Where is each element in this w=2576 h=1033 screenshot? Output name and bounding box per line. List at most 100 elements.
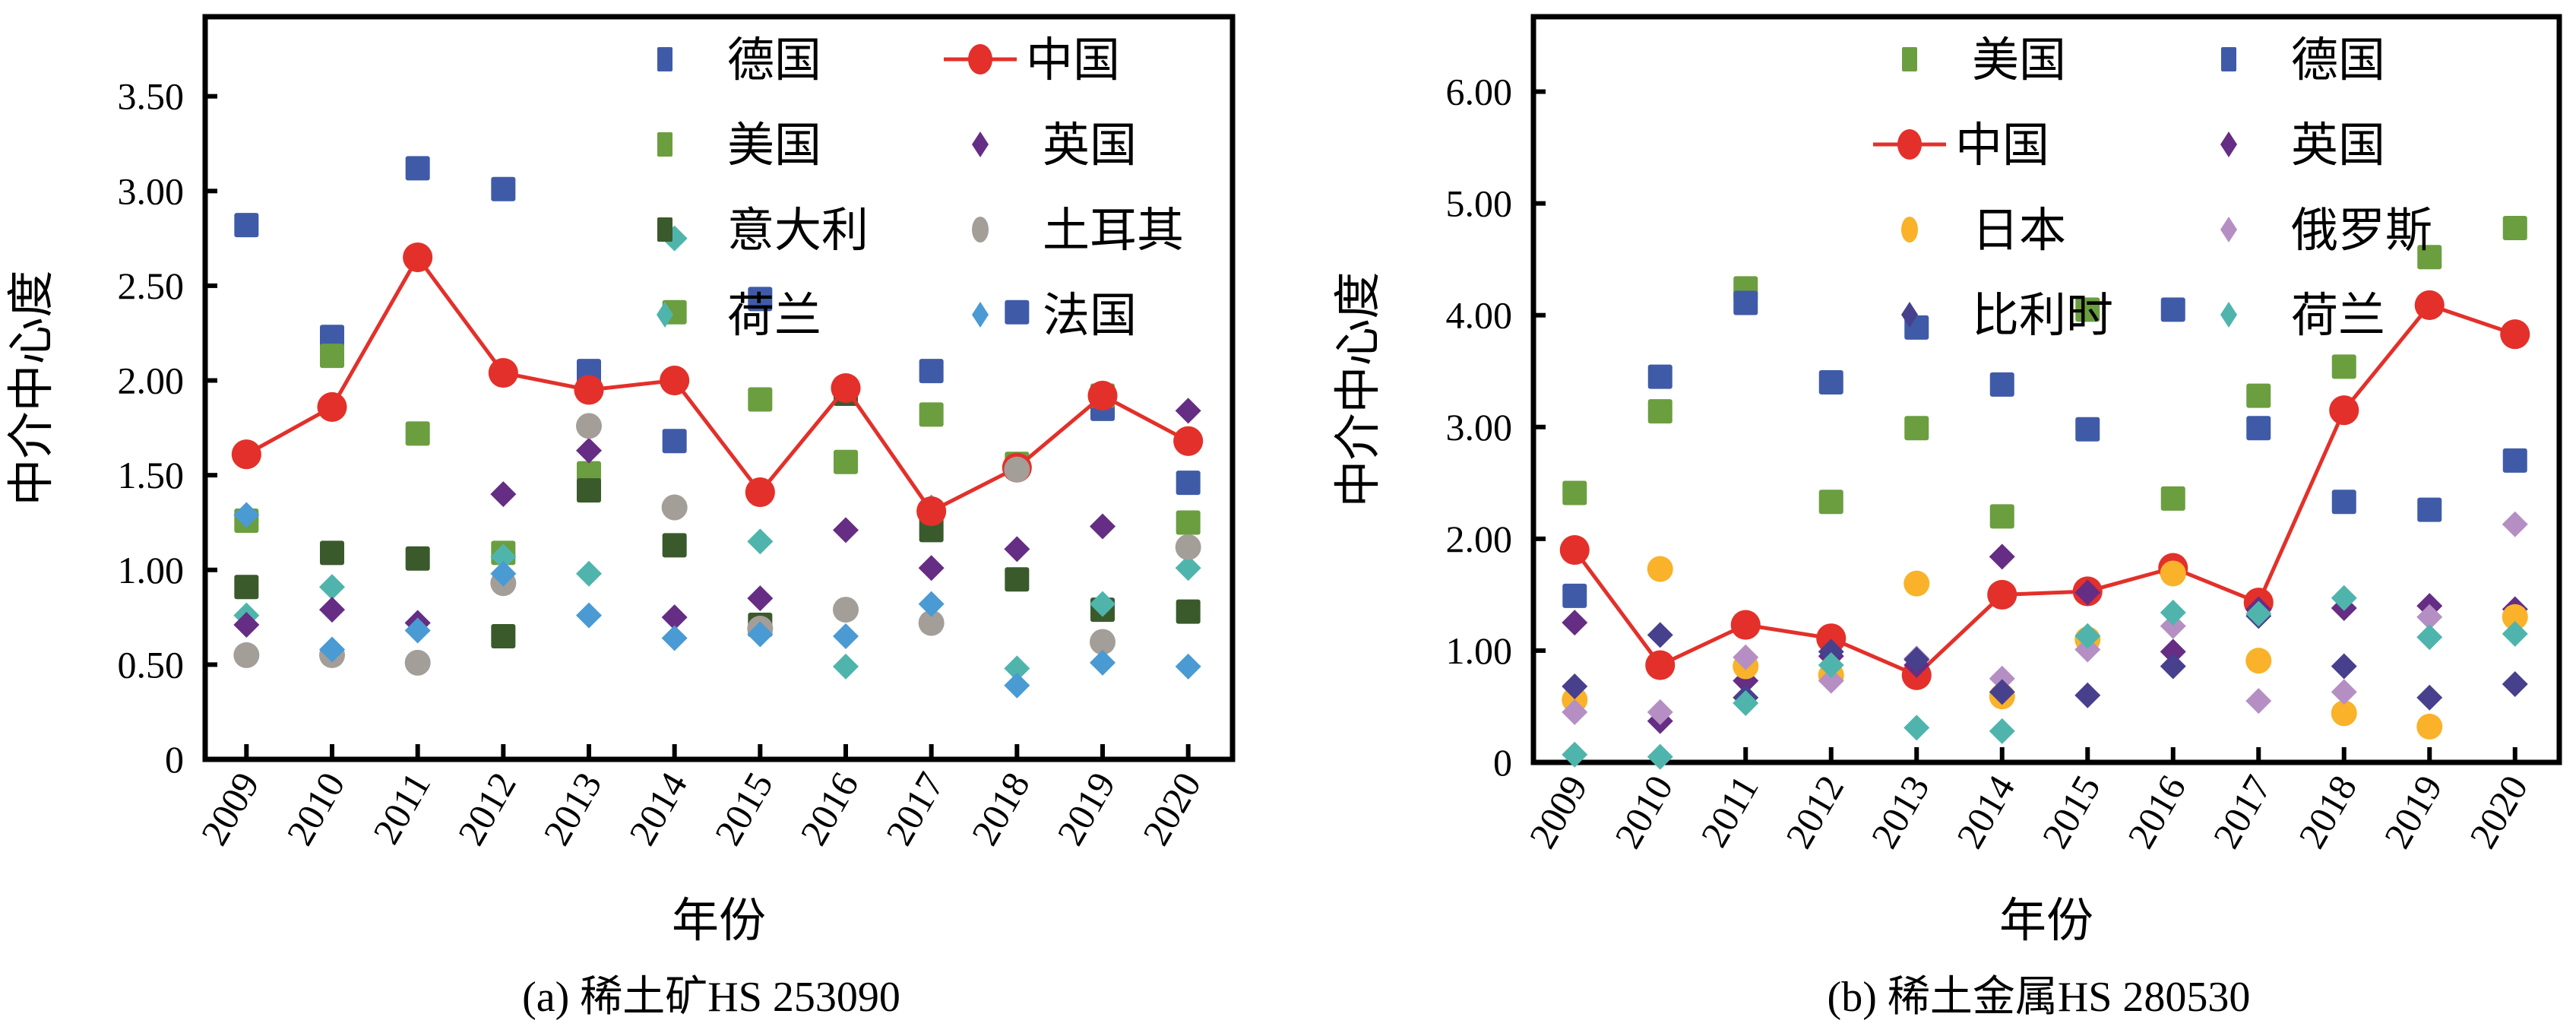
legend-item: 德国 <box>2221 32 2385 87</box>
data-point <box>1733 644 1759 670</box>
data-point <box>1818 490 1843 515</box>
legend-marker <box>1897 129 1922 160</box>
data-point <box>1904 715 1930 741</box>
legend-label: 美国 <box>727 117 821 173</box>
data-point <box>2160 653 2186 680</box>
data-point <box>1175 398 1201 424</box>
data-point <box>2331 679 2357 705</box>
legend-marker <box>1901 217 1918 242</box>
data-point <box>919 402 944 427</box>
legend-item: 意大利 <box>657 202 869 258</box>
legend-marker <box>2221 47 2236 71</box>
data-point <box>1816 623 1847 654</box>
legend-label: 中国 <box>1026 32 1120 87</box>
y-axis-title: 中介中心度 <box>1330 271 1385 507</box>
data-point <box>916 496 947 527</box>
x-tick-label: 2012 <box>1777 768 1852 856</box>
data-point <box>1562 610 1588 636</box>
legend-item: 荷兰 <box>657 287 821 343</box>
data-point <box>2160 560 2186 587</box>
data-point <box>1090 513 1116 540</box>
data-point <box>1090 629 1116 655</box>
data-point <box>2502 604 2528 630</box>
y-tick-label: 1.00 <box>118 549 185 591</box>
x-tick-label: 2019 <box>2375 768 2450 856</box>
legend-label: 荷兰 <box>727 287 821 343</box>
data-point <box>317 391 347 422</box>
data-point <box>2160 599 2186 626</box>
data-point <box>2246 383 2271 408</box>
data-point <box>1004 655 1030 682</box>
legend-label: 土耳其 <box>1043 202 1184 258</box>
legend-label: 德国 <box>2291 32 2385 87</box>
x-axis-title: 年份 <box>1999 892 2093 948</box>
x-tick-label: 2011 <box>365 765 439 851</box>
legend-marker <box>657 132 672 157</box>
series-6 <box>233 413 1201 676</box>
data-point <box>1647 699 1673 725</box>
data-point <box>2500 319 2530 350</box>
data-point <box>2502 671 2528 698</box>
data-point <box>1818 638 1844 665</box>
x-tick-label: 2010 <box>278 765 353 853</box>
x-tick-label: 2018 <box>2290 768 2365 856</box>
legend-marker <box>657 217 672 242</box>
data-point <box>2074 636 2101 663</box>
legend-label: 荷兰 <box>2291 287 2385 343</box>
data-point <box>747 528 774 555</box>
legend-label: 德国 <box>727 32 821 87</box>
data-point <box>491 623 516 648</box>
legend-item: 中国 <box>1873 117 2049 173</box>
legend-label: 英国 <box>2291 117 2385 173</box>
x-tick-label: 2012 <box>449 765 524 853</box>
data-point <box>1090 649 1116 676</box>
china-trend-line <box>1573 303 2516 678</box>
x-tick-label: 2014 <box>1948 768 2023 856</box>
legend-item: 英国 <box>972 117 1137 173</box>
data-point <box>1987 579 2017 610</box>
series-3 <box>1562 543 2528 734</box>
data-point <box>2331 354 2356 379</box>
data-point <box>660 365 690 396</box>
data-point <box>662 429 687 454</box>
legend-item: 比利时 <box>1901 287 2113 343</box>
series-0 <box>1562 215 2527 529</box>
data-point <box>1173 426 1204 456</box>
data-point <box>2160 638 2186 665</box>
legend-marker <box>972 302 989 328</box>
data-point <box>403 242 433 273</box>
data-point <box>490 560 517 587</box>
y-axis-title: 中介中心度 <box>3 270 59 505</box>
x-tick-label: 2020 <box>1135 765 1209 853</box>
data-point <box>233 612 260 638</box>
x-tick-label: 2017 <box>2204 768 2279 856</box>
data-point <box>320 325 344 350</box>
data-point <box>576 413 602 439</box>
data-point <box>2331 490 2356 515</box>
data-point <box>2417 497 2442 522</box>
data-point <box>1176 471 1201 496</box>
data-point <box>2417 245 2442 270</box>
data-point <box>745 477 775 508</box>
data-point <box>1176 599 1201 624</box>
data-point <box>747 621 774 648</box>
data-point <box>918 591 945 617</box>
data-point <box>574 375 604 405</box>
data-point <box>576 602 602 629</box>
x-tick-label: 2020 <box>2461 768 2536 856</box>
x-axis-title: 年份 <box>672 892 766 948</box>
data-point <box>1647 399 1673 424</box>
data-point <box>1989 372 2014 397</box>
data-point <box>1989 543 2015 570</box>
data-point <box>405 546 430 571</box>
y-tick-label: 2.50 <box>118 265 185 307</box>
data-point <box>1004 456 1030 483</box>
series-4 <box>1562 556 2528 740</box>
data-point <box>319 574 345 600</box>
x-tick-label: 2009 <box>1521 768 1595 856</box>
data-point <box>1904 646 1930 673</box>
x-tick-label: 2018 <box>963 765 1037 853</box>
x-tick-label: 2014 <box>621 765 695 853</box>
